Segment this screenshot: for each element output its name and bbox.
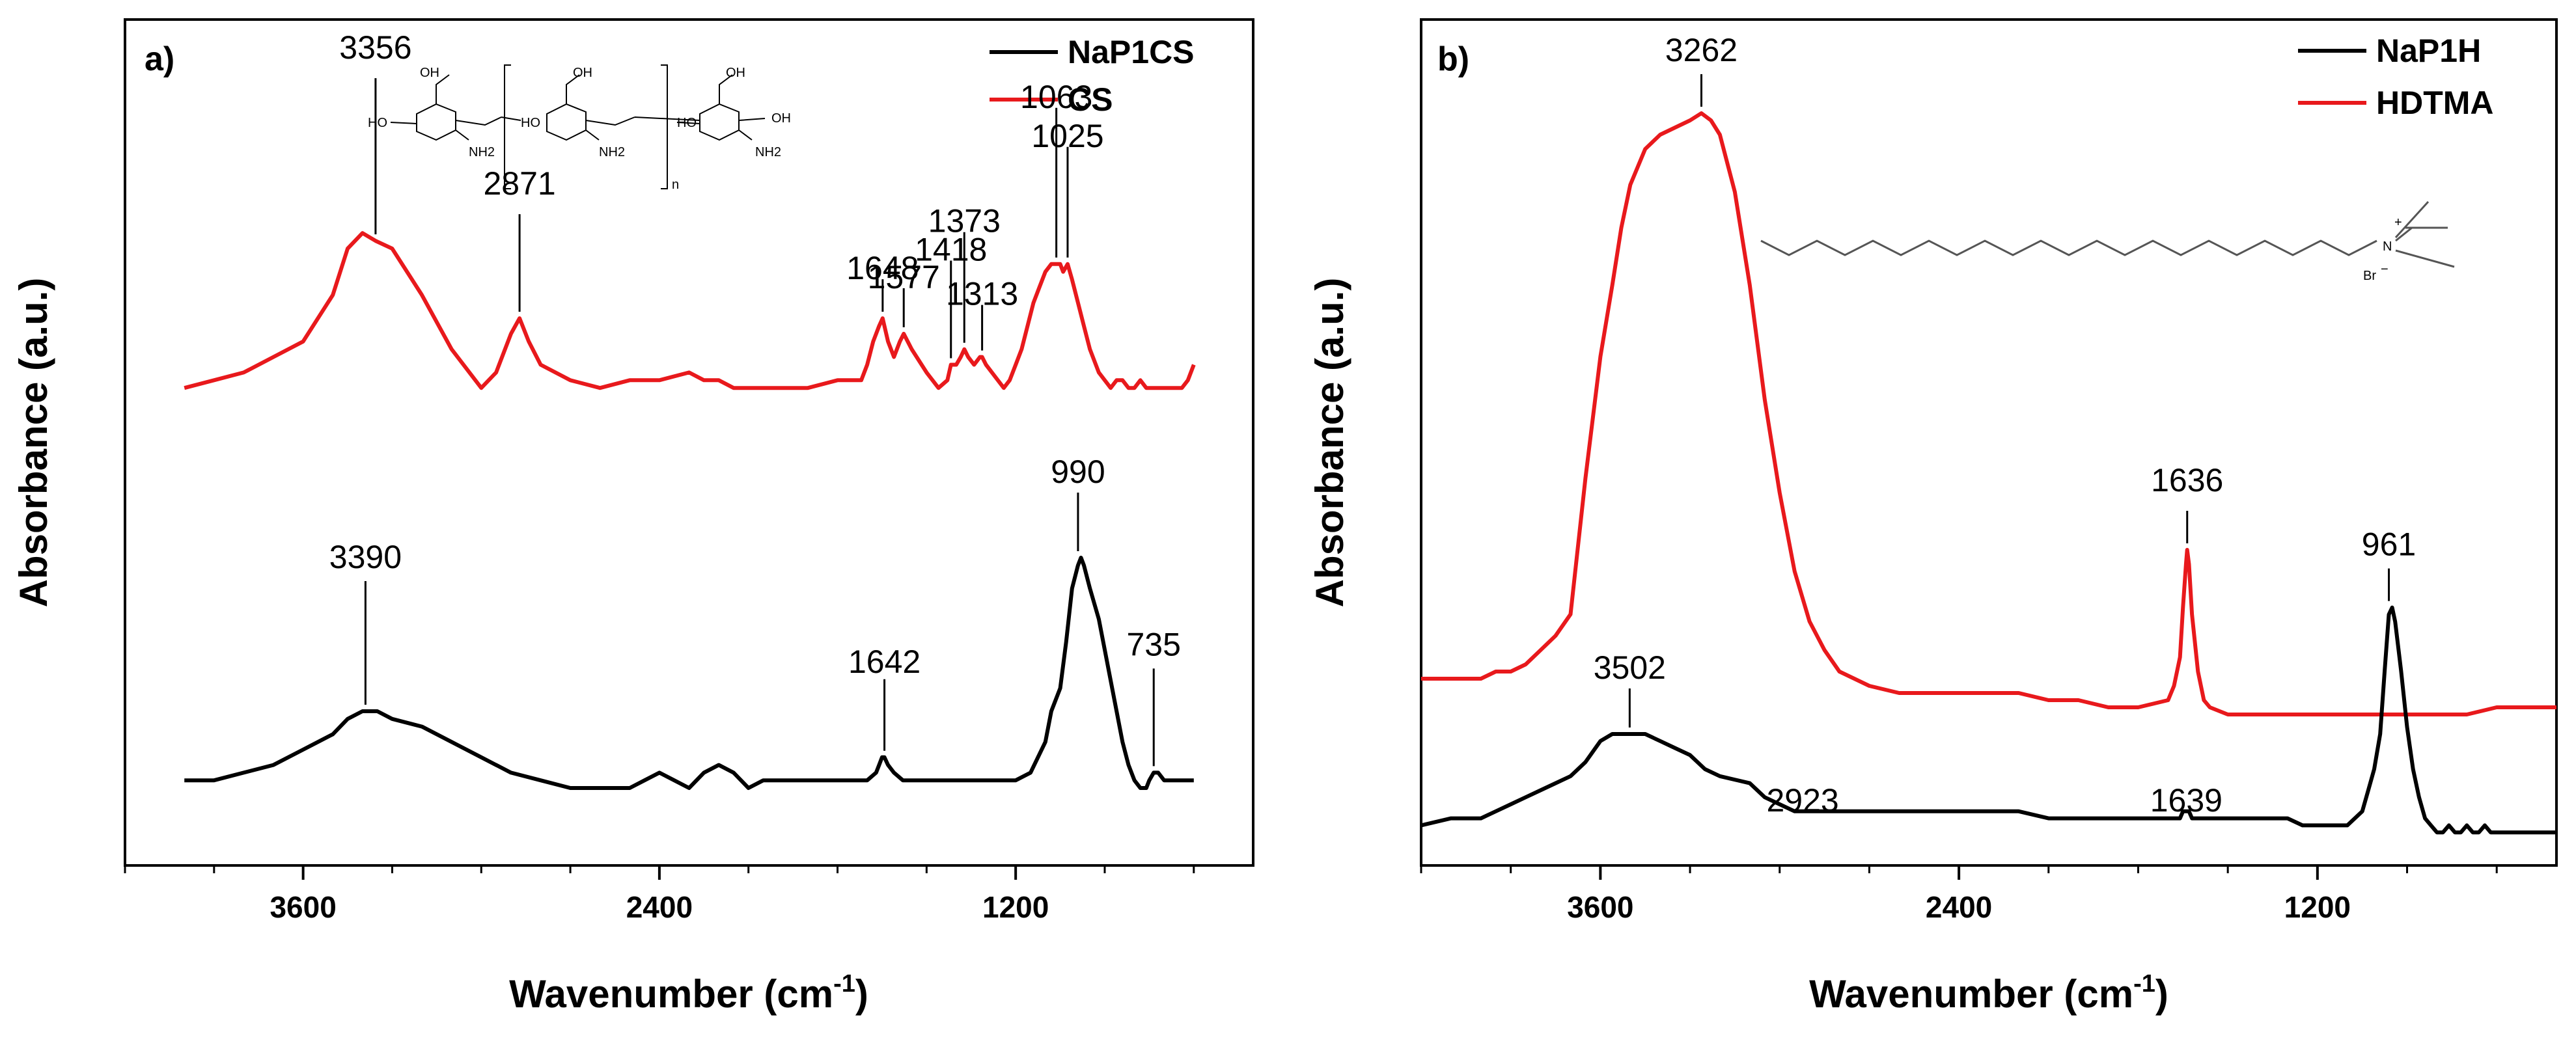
annotation-label-735: 735 (1127, 626, 1181, 662)
panel-b-y-axis-title: Absorbance (a.u.) (1308, 278, 1351, 608)
series-line-nap1cs (184, 556, 1194, 790)
panel-b-x-axis-title-sup: -1 (2133, 970, 2155, 998)
legend-b-label-nap1h: NaP1H (2376, 33, 2481, 69)
hdtma-structure-icon (1760, 200, 2455, 268)
chitosan-label-nh2-1: NH2 (469, 145, 495, 159)
annotation-label-1025: 1025 (1031, 118, 1103, 154)
legend-b-label-hdtma: HDTMA (2376, 85, 2494, 121)
chitosan-label-ho-1: HO (368, 116, 387, 130)
panel-b-x-axis-title: Wavenumber (cm-1) (1809, 970, 2168, 1016)
series-line-cs (184, 231, 1196, 390)
chitosan-label-n: n (672, 178, 679, 192)
annotation-label-961: 961 (2362, 526, 2416, 563)
chitosan-label-oh-4: OH (771, 111, 791, 126)
x-tick-label-a-1: 2400 (626, 890, 693, 924)
panel-a-y-axis-title: Absorbance (a.u.) (12, 278, 55, 608)
chitosan-label-nh2-3: NH2 (755, 145, 781, 159)
x-tick-label-b-2: 1200 (2284, 890, 2351, 924)
panel-b-x-axis-title-close: ) (2155, 972, 2168, 1016)
panel-a-label: a) (145, 40, 174, 78)
chitosan-label-ho-2: HO (521, 116, 540, 130)
panel-b-x-axis-title-main: Wavenumber (cm (1809, 972, 2133, 1016)
annotation-label-3502: 3502 (1594, 649, 1666, 686)
hdtma-label-n: N (2383, 239, 2392, 254)
annotation-label-2871: 2871 (483, 165, 555, 202)
panel-a-frame (124, 18, 1254, 867)
annotation-label-1063: 1063 (1020, 79, 1092, 115)
hdtma-methyl-bonds (2394, 200, 2455, 268)
chitosan-repeat-brackets (504, 64, 668, 189)
chitosan-label-oh-3: OH (726, 66, 745, 80)
legend-a-label-cs: CS (1068, 81, 1113, 118)
annotation-label-1418: 1418 (915, 232, 987, 268)
series-line-hdtma (1421, 111, 2556, 716)
panel-a-x-axis-title-close: ) (855, 972, 868, 1016)
annotation-label-1639: 1639 (2150, 782, 2223, 819)
hdtma-label-plus: + (2394, 215, 2402, 230)
annotation-label-990: 990 (1051, 454, 1105, 490)
annotation-label-1642: 1642 (848, 644, 921, 680)
hdtma-label-br: Br (2363, 269, 2376, 283)
annotation-label-1373: 1373 (928, 203, 1001, 239)
annotation-label-2923: 2923 (1766, 782, 1838, 819)
panel-b-x-axis: 3600 2400 1200 (1420, 865, 2498, 924)
panel-a-x-axis-title-main: Wavenumber (cm (509, 972, 833, 1016)
annotation-label-3356: 3356 (339, 29, 411, 66)
hdtma-label-minus: − (2381, 262, 2389, 277)
panel-b-frame (1420, 18, 2558, 867)
annotation-label-3262: 3262 (1665, 32, 1738, 68)
annotation-label-1313: 1313 (946, 276, 1018, 312)
x-tick-label-a-2: 1200 (982, 890, 1049, 924)
chitosan-structure-icon (390, 64, 766, 189)
annotation-label-1648: 1648 (846, 250, 919, 286)
chitosan-label-ho-3: HO (677, 116, 697, 130)
legend-a-label-nap1cs: NaP1CS (1068, 34, 1195, 70)
annotation-label-1636: 1636 (2151, 462, 2223, 498)
panel-a-series (184, 231, 1196, 790)
panel-b-annotations: 3262 1636 961 3502 2923 1639 (1594, 32, 2417, 819)
chitosan-label-oh-1: OH (420, 66, 439, 80)
chitosan-ring-substituents (390, 74, 766, 141)
chitosan-label-nh2-2: NH2 (599, 145, 625, 159)
chitosan-label-oh-2: OH (573, 66, 592, 80)
annotation-label-1577: 1577 (868, 259, 940, 295)
series-line-nap1h (1420, 605, 2556, 835)
panel-b-label: b) (1437, 40, 1469, 78)
panel-a-x-axis: 3600 2400 1200 (124, 865, 1195, 924)
x-tick-label-b-1: 2400 (1926, 890, 1992, 924)
panel-a-x-axis-title-sup: -1 (833, 970, 855, 998)
panel-b: b) 3600 2400 1200 Wavenumber (cm-1) Absorb… (1308, 18, 2558, 1016)
panel-a-x-axis-title: Wavenumber (cm-1) (509, 970, 868, 1016)
panel-b-series (1420, 111, 2556, 835)
annotation-label-3390: 3390 (329, 539, 402, 575)
x-tick-label-a-0: 3600 (270, 890, 336, 924)
panel-a: a) 3600 2400 1200 Wavenumber (cm-1) Absorb… (12, 18, 1254, 1016)
x-tick-label-b-0: 3600 (1567, 890, 1633, 924)
hdtma-alkyl-chain (1760, 239, 2377, 256)
